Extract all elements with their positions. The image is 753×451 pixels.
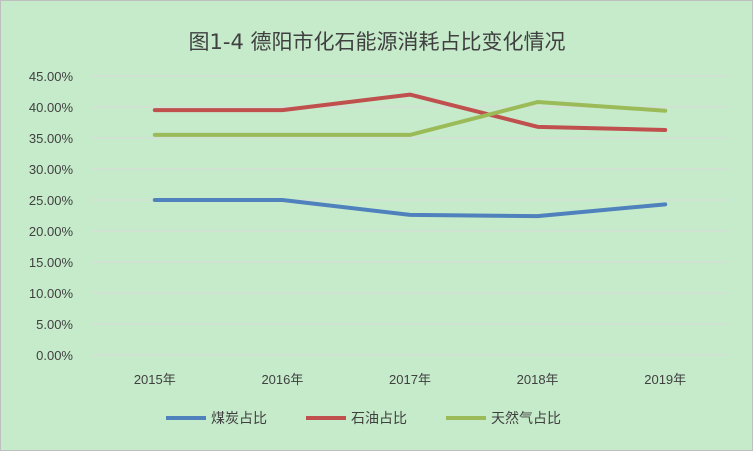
legend-label: 天然气占比 <box>491 410 561 427</box>
y-tick-label: 5.00% <box>36 317 73 332</box>
x-tick-label: 2019年 <box>644 372 686 387</box>
y-tick-label: 40.00% <box>29 100 74 115</box>
y-tick-label: 45.00% <box>29 69 74 84</box>
legend-label: 石油占比 <box>351 411 407 427</box>
legend-label: 煤炭占比 <box>211 411 267 427</box>
chart-title: 图1-4 德阳市化石能源消耗占比变化情况 <box>189 30 566 54</box>
series-line-1 <box>152 92 668 132</box>
y-tick-label: 10.00% <box>29 286 74 301</box>
y-tick-label: 15.00% <box>29 255 74 270</box>
series-line-0 <box>152 198 668 219</box>
x-tick-label: 2016年 <box>261 372 303 387</box>
y-tick-label: 0.00% <box>36 348 73 363</box>
y-tick-label: 25.00% <box>29 193 74 208</box>
y-tick-label: 30.00% <box>29 162 74 177</box>
y-tick-label: 20.00% <box>29 224 74 239</box>
x-tick-label: 2017年 <box>389 372 431 387</box>
x-tick-label: 2018年 <box>517 372 559 387</box>
y-tick-label: 35.00% <box>29 131 74 146</box>
x-tick-label: 2015年 <box>134 372 176 387</box>
